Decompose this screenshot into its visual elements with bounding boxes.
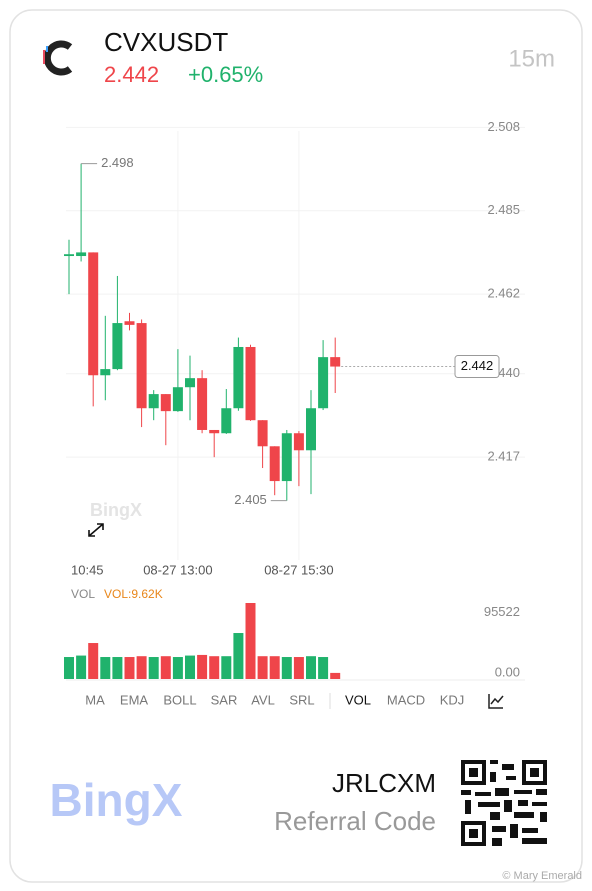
volume-bar — [245, 603, 256, 679]
candle-body — [209, 429, 220, 434]
volume-bar — [185, 655, 195, 679]
high-marker-label: 2.498 — [101, 155, 134, 170]
y-tick-label: 2.417 — [487, 449, 520, 464]
chart-icon[interactable] — [488, 694, 504, 709]
candle-body — [136, 323, 147, 409]
candle-body — [76, 252, 87, 257]
volume-bar — [257, 656, 268, 679]
price: 2.442 — [104, 62, 159, 87]
volume-bar — [136, 656, 147, 679]
candle-body — [88, 252, 99, 376]
tab[interactable]: KDJ — [440, 692, 465, 707]
volume-bar — [88, 643, 99, 679]
candle-body — [185, 378, 195, 388]
volume-tick-label: 95522 — [484, 604, 520, 619]
volume-tick-label: 0.00 — [495, 664, 520, 679]
last-price-box — [454, 355, 500, 379]
candle-body — [330, 357, 341, 367]
credit: © Mary Emerald — [502, 870, 582, 882]
tab[interactable]: MACD — [387, 692, 425, 707]
volume-bar — [330, 672, 341, 679]
tab[interactable]: EMA — [120, 692, 149, 707]
y-tick-label: 2.485 — [487, 202, 520, 217]
tab[interactable]: AVL — [251, 692, 275, 707]
volume-bar — [306, 656, 316, 679]
volume-bar — [293, 657, 304, 679]
indicator-tabs: MA EMA BOLL SAR AVL SRL VOL MACD KDJ — [85, 692, 464, 709]
volume-bar — [172, 657, 183, 679]
volume-value: VOL:9.62K — [104, 587, 163, 601]
last-price-label: 2.442 — [461, 358, 494, 373]
volume-bar — [281, 657, 292, 679]
y-tick-label: 2.508 — [487, 119, 520, 134]
tab-active[interactable]: VOL — [345, 692, 371, 707]
volume-bar — [76, 655, 87, 679]
volume-bar — [318, 657, 329, 679]
candle-body — [197, 378, 208, 430]
candle-body — [269, 446, 280, 482]
volume-bar — [112, 657, 123, 679]
expand-icon — [88, 523, 104, 537]
y-tick-label: 2.462 — [487, 286, 520, 301]
volume-label: VOL — [71, 587, 95, 601]
candle-body — [124, 321, 135, 325]
coin-icon — [43, 40, 73, 76]
volume-bar — [221, 656, 232, 679]
volume-bar — [148, 657, 159, 679]
candle-body — [160, 394, 171, 412]
symbol: CVXUSDT — [104, 27, 228, 57]
interval: 15m — [508, 45, 555, 72]
volume-bar — [233, 633, 244, 679]
volume-bar — [269, 656, 280, 679]
candle-body — [318, 357, 329, 409]
volume-bar — [124, 657, 135, 679]
x-tick-label: 08-27 13:00 — [143, 562, 212, 577]
volume-bar — [64, 657, 74, 679]
candle-body — [293, 433, 304, 451]
logo: BingX — [50, 774, 183, 826]
candle-body — [306, 408, 316, 451]
tab[interactable]: SRL — [289, 692, 314, 707]
candle-body — [257, 420, 268, 447]
qr-code — [461, 760, 547, 846]
referral-caption: Referral Code — [274, 806, 436, 836]
x-tick-label: 10:45 — [71, 562, 104, 577]
candle-body — [112, 323, 123, 370]
watermark: BingX — [90, 500, 142, 520]
candle-body — [221, 408, 232, 434]
candle-body — [64, 254, 74, 257]
candle-body — [233, 346, 244, 409]
tab[interactable]: BOLL — [163, 692, 196, 707]
x-tick-label: 08-27 15:30 — [264, 562, 333, 577]
candle-body — [148, 394, 159, 409]
tab[interactable]: MA — [85, 692, 105, 707]
change: +0.65% — [188, 62, 263, 87]
candle-body — [172, 387, 183, 412]
volume-bar — [160, 656, 171, 679]
candle-body — [245, 346, 256, 421]
referral-code: JRLCXM — [332, 768, 436, 798]
volume-bar — [100, 657, 111, 679]
low-marker-label: 2.405 — [234, 492, 267, 507]
candle-body — [281, 433, 292, 482]
tab[interactable]: SAR — [211, 692, 238, 707]
volume-bar — [197, 654, 208, 679]
volume-bar — [209, 656, 220, 679]
candle-body — [100, 369, 111, 376]
